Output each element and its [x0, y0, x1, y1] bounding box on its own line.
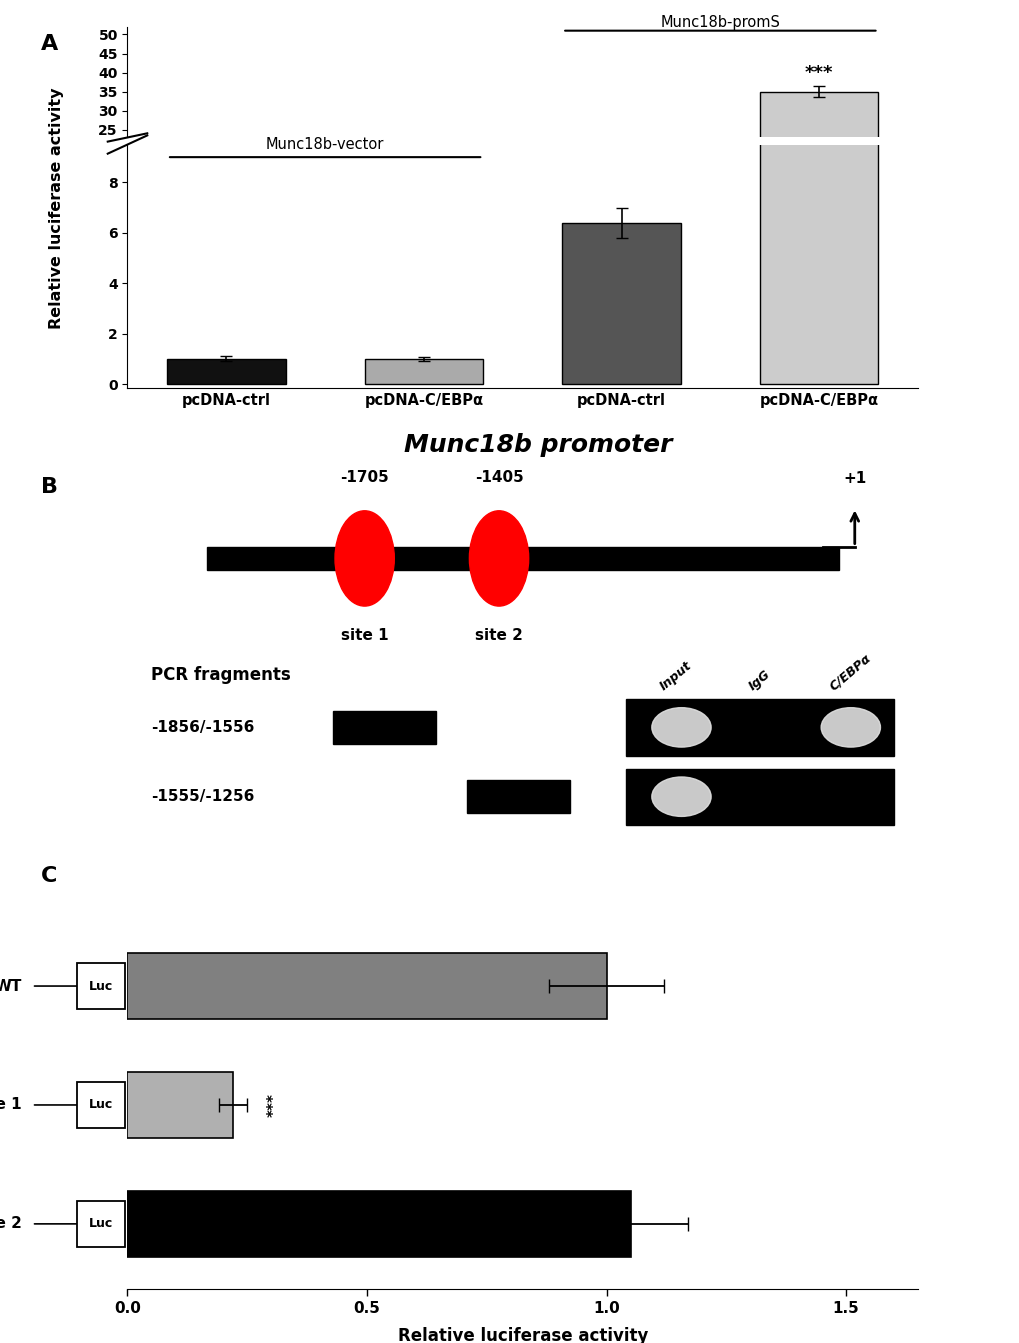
Text: -1405: -1405 [474, 470, 523, 485]
Bar [625, 700, 894, 756]
Bar [365, 359, 483, 384]
Text: -1705: -1705 [340, 470, 388, 485]
Ellipse shape [820, 708, 879, 747]
Text: WT: WT [0, 979, 22, 994]
Ellipse shape [469, 510, 528, 606]
Bar [365, 222, 483, 226]
Text: site 1: site 1 [340, 627, 388, 643]
Text: Munc18b-promS: Munc18b-promS [659, 15, 780, 30]
Text: Luc: Luc [89, 979, 113, 992]
Text: Mutation of site 2: Mutation of site 2 [0, 1217, 22, 1232]
Bar [127, 1191, 630, 1257]
Bar [206, 547, 839, 571]
Text: Luc: Luc [89, 1217, 113, 1230]
Bar [625, 768, 894, 825]
Bar [759, 91, 877, 226]
Text: IgG: IgG [746, 667, 772, 693]
Bar [759, 0, 877, 384]
Text: Mutation of site 1: Mutation of site 1 [0, 1097, 22, 1112]
Bar [127, 954, 606, 1019]
X-axis label: Relative luciferase activity: Relative luciferase activity [397, 1327, 647, 1343]
Bar [467, 780, 570, 813]
Bar [561, 200, 681, 226]
FancyBboxPatch shape [77, 963, 125, 1009]
Text: -1555/-1256: -1555/-1256 [151, 790, 255, 804]
Text: ***: *** [266, 1093, 281, 1117]
Bar [561, 223, 681, 384]
Text: Munc18b-vector: Munc18b-vector [266, 137, 384, 152]
Text: Munc18b promoter: Munc18b promoter [404, 432, 673, 457]
Text: PCR fragments: PCR fragments [151, 666, 290, 685]
Bar [167, 222, 285, 226]
Bar [167, 359, 285, 384]
Text: Input: Input [657, 659, 694, 693]
Text: C: C [41, 866, 57, 886]
Text: C/EBPα: C/EBPα [826, 651, 872, 693]
Text: site 2: site 2 [475, 627, 523, 643]
Text: -1856/-1556: -1856/-1556 [151, 720, 255, 735]
Bar [333, 710, 435, 744]
Text: B: B [41, 477, 58, 497]
Text: A: A [41, 34, 58, 54]
Text: Relative luciferase activity: Relative luciferase activity [49, 87, 63, 329]
Ellipse shape [651, 778, 710, 817]
Text: Luc: Luc [89, 1099, 113, 1112]
FancyBboxPatch shape [77, 1081, 125, 1128]
Text: ***: *** [804, 64, 833, 82]
FancyBboxPatch shape [77, 1201, 125, 1248]
Bar [127, 1072, 232, 1138]
Text: +1: +1 [843, 471, 865, 486]
Ellipse shape [334, 510, 394, 606]
Ellipse shape [651, 708, 710, 747]
